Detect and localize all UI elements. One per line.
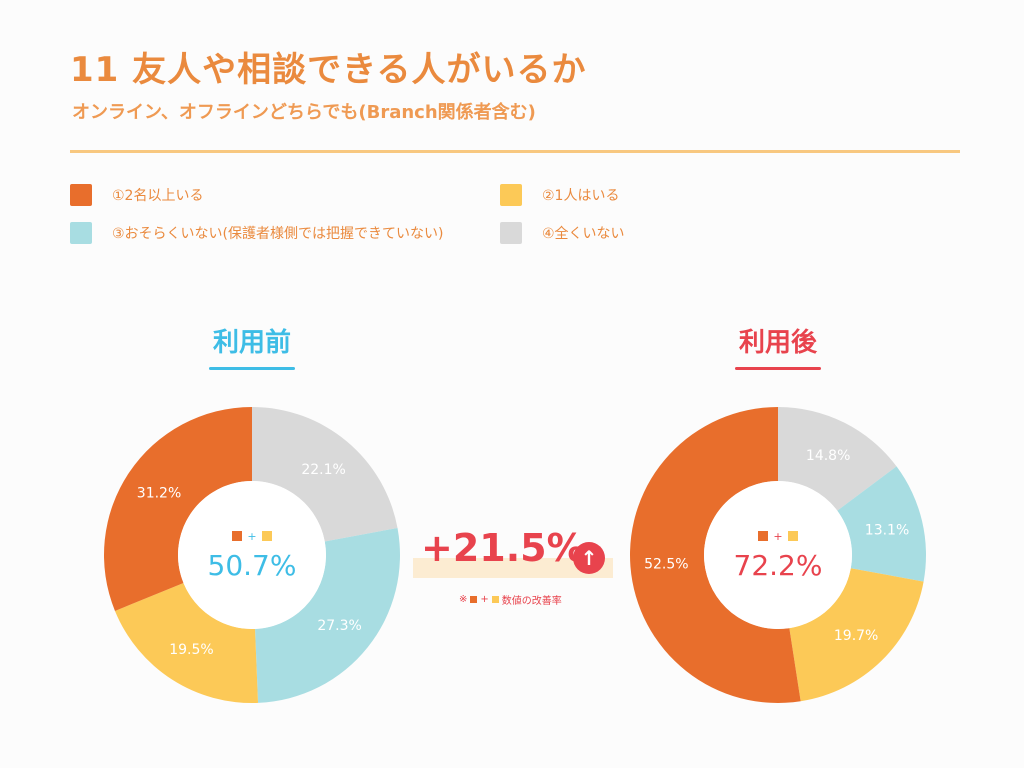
after-title-underline (735, 367, 821, 370)
slice-label-two-or-more: 31.2% (137, 486, 181, 502)
legend-label: ①2名以上いる (112, 188, 204, 204)
before-donut-chart: 22.1% 27.3% 19.5% 31.2% +50.7% (104, 407, 400, 703)
center-plus: + (773, 530, 782, 543)
after-chart-title: 利用後 (718, 322, 838, 370)
legend-item-none: ④全くいない (500, 222, 625, 244)
center-value: 50.7% (208, 549, 297, 582)
note-prefix: ※ (459, 594, 468, 605)
after-donut-chart: 14.8% 13.1% 19.7% 52.5% +72.2% (630, 407, 926, 703)
legend-item-probably-none: ③おそらくいない(保護者様側では把握できていない) (70, 222, 443, 244)
slice-label-none: 22.1% (301, 462, 345, 478)
before-title-underline (209, 367, 295, 370)
legend-swatch (70, 222, 92, 244)
legend-swatch (500, 184, 522, 206)
slice-label-probably-none: 13.1% (865, 522, 909, 538)
legend-swatch (500, 222, 522, 244)
after-chart-title-text: 利用後 (738, 328, 817, 358)
slice-label-one: 19.5% (169, 642, 213, 658)
slice-probably-none (255, 527, 400, 703)
before-chart-title: 利用前 (192, 322, 312, 370)
legend-item-one: ②1人はいる (500, 184, 619, 206)
legend-item-two-or-more: ①2名以上いる (70, 184, 203, 206)
yellow-square-icon (788, 531, 798, 541)
legend-label: ④全くいない (542, 226, 625, 242)
legend-label: ③おそらくいない(保護者様側では把握できていない) (112, 226, 444, 242)
slice-label-probably-none: 27.3% (317, 618, 361, 634)
slice-one (789, 568, 924, 702)
center-plus: + (247, 530, 256, 543)
orange-square-icon (232, 531, 242, 541)
up-arrow-icon: ↑ (573, 542, 605, 574)
page-title: 11 友人や相談できる人がいるか (70, 50, 587, 90)
before-chart-title-text: 利用前 (212, 328, 291, 358)
title-divider (70, 150, 960, 153)
slice-two-or-more (104, 407, 252, 611)
slice-label-two-or-more: 52.5% (644, 557, 688, 573)
orange-square-icon (470, 596, 478, 603)
note-plus: + (480, 594, 489, 605)
legend-label: ②1人はいる (542, 188, 620, 204)
page-subtitle: オンライン、オフラインどちらでも(Branch関係者含む) (72, 102, 536, 123)
donut-hole (704, 481, 852, 629)
slice-none (778, 407, 897, 511)
improvement-highlight (413, 558, 613, 578)
slice-probably-none (837, 466, 926, 582)
slice-label-none: 14.8% (806, 448, 850, 464)
yellow-square-icon (262, 531, 272, 541)
improvement-note: ※ + 数値の改善率 (459, 592, 562, 607)
legend: ①2名以上いる ②1人はいる ③おそらくいない(保護者様側では把握できていない)… (70, 180, 970, 260)
slice-none (252, 407, 398, 542)
note-text: 数値の改善率 (501, 596, 562, 607)
center-value: 72.2% (734, 549, 823, 582)
donut-hole (178, 481, 326, 629)
legend-swatch (70, 184, 92, 206)
improvement-value: +21.5% (421, 526, 585, 570)
slice-two-or-more (630, 407, 801, 703)
improvement-callout: +21.5% ↑ ※ + 数値の改善率 (413, 522, 613, 612)
slice-label-one: 19.7% (834, 628, 878, 644)
slice-one (114, 582, 259, 703)
yellow-square-icon (491, 596, 499, 603)
orange-square-icon (758, 531, 768, 541)
